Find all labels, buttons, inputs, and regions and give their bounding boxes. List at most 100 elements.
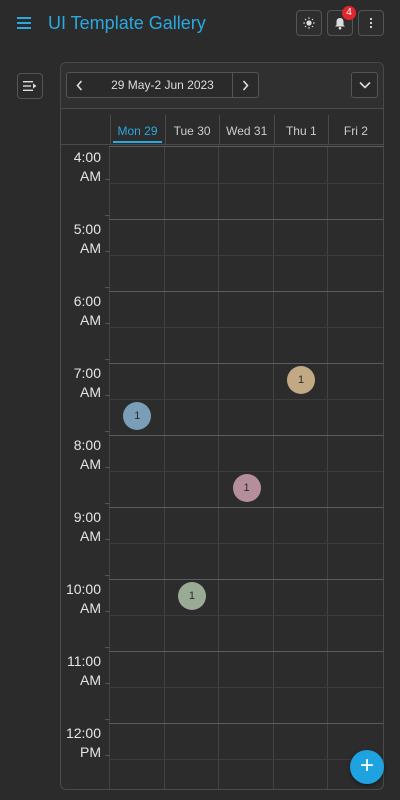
list-arrow-icon: [23, 81, 37, 91]
chevron-left-icon: [76, 79, 83, 91]
time-label-hour: 9:00: [73, 509, 101, 525]
time-label-period: AM: [80, 384, 101, 400]
time-tick: [105, 359, 110, 360]
more-options-button[interactable]: [358, 10, 384, 36]
time-slot-line: [109, 219, 383, 220]
appointment-count-badge[interactable]: 1: [123, 402, 152, 430]
appointment-count-badge[interactable]: 1: [177, 582, 206, 610]
time-slot-line: [109, 255, 383, 256]
time-label-period: AM: [80, 456, 101, 472]
time-slot-line: [109, 435, 383, 436]
time-label: 5:00 AM: [61, 220, 101, 258]
day-header-1[interactable]: Tue 30: [164, 115, 219, 145]
previous-week-button[interactable]: [66, 72, 93, 98]
time-label-hour: 7:00: [73, 365, 101, 381]
time-label-hour: 11:00: [67, 653, 101, 669]
time-tick: [105, 611, 110, 612]
day-column-divider: [163, 146, 165, 789]
time-label-hour: 12:00: [65, 725, 101, 741]
time-label-hour: 4:00: [73, 149, 101, 165]
app-title: UI Template Gallery: [48, 13, 206, 33]
day-column-divider: [218, 146, 220, 789]
time-tick: [105, 539, 110, 540]
day-header-4[interactable]: Fri 2: [328, 115, 382, 145]
menu-button[interactable]: [12, 11, 36, 35]
time-slot-line: [109, 183, 383, 184]
time-label: 7:00 AM: [61, 364, 101, 402]
time-label: 8:00 AM: [61, 436, 101, 474]
day-header-2[interactable]: Wed 31: [219, 115, 273, 145]
time-tick: [105, 215, 110, 216]
time-tick: [105, 395, 110, 396]
time-label-hour: 6:00: [73, 293, 101, 309]
sidebar-toggle-button[interactable]: [17, 73, 43, 99]
time-label-period: AM: [80, 240, 101, 256]
more-vertical-icon: [369, 17, 373, 29]
time-slot-line: [109, 579, 383, 580]
date-range-button[interactable]: 29 May-2 Jun 2023: [92, 72, 233, 98]
time-slot-line: [109, 687, 383, 688]
time-label: 10:00 AM: [61, 580, 101, 618]
time-slot-line: [109, 146, 383, 147]
time-tick: [105, 647, 110, 648]
app-bar: UI Template Gallery 4: [0, 0, 400, 46]
time-tick: [105, 287, 110, 288]
notifications-button[interactable]: 4: [327, 6, 356, 36]
scheduler: 29 May-2 Jun 2023 Mon 29 Tue 30 Wed 31 Thu …: [60, 62, 384, 790]
add-appointment-button[interactable]: +: [350, 750, 384, 784]
chevron-down-icon: [358, 81, 371, 89]
time-slot-line: [109, 723, 383, 724]
day-headers: Mon 29 Tue 30 Wed 31 Thu 1 Fri 2: [61, 109, 383, 145]
time-label: 11:00 AM: [61, 652, 101, 690]
time-grid: 4:00 AM 5:00 AM 6:00 AM 7:00 AM 8:00 AM 9:00 AM 10:0…: [61, 146, 383, 789]
appointment-count-badge[interactable]: 1: [232, 474, 261, 502]
chevron-right-icon: [242, 79, 249, 91]
time-tick: [105, 467, 110, 468]
day-column-divider: [109, 146, 110, 789]
bell-icon: [335, 17, 345, 29]
time-slot-line: [109, 615, 383, 616]
day-column-divider: [327, 146, 329, 789]
time-slot-line: [109, 759, 383, 760]
time-tick: [105, 179, 110, 180]
day-column-divider: [272, 146, 274, 789]
time-label: 6:00 AM: [61, 292, 101, 330]
time-slot-line: [109, 543, 383, 544]
time-label-period: PM: [80, 744, 101, 760]
time-label-period: AM: [80, 672, 101, 688]
time-label-period: AM: [80, 600, 101, 616]
notification-badge: 4: [342, 6, 356, 20]
time-label-period: AM: [80, 168, 101, 184]
time-slot-line: [109, 651, 383, 652]
time-label-hour: 10:00: [65, 581, 101, 597]
time-label-period: AM: [80, 528, 101, 544]
time-slot-line: [109, 327, 383, 328]
scheduler-toolbar: 29 May-2 Jun 2023: [61, 63, 383, 109]
time-label-period: AM: [80, 312, 101, 328]
sun-icon: [303, 17, 315, 29]
time-slot-line: [109, 363, 383, 364]
time-tick: [105, 719, 110, 720]
time-label-hour: 5:00: [73, 221, 101, 237]
time-label: 4:00 AM: [61, 148, 101, 186]
time-tick: [105, 683, 110, 684]
view-switcher-button[interactable]: [351, 72, 378, 98]
time-tick: [105, 431, 110, 432]
time-tick: [105, 755, 110, 756]
day-header-0[interactable]: Mon 29: [110, 115, 164, 145]
time-tick: [105, 503, 110, 504]
time-tick: [105, 251, 110, 252]
theme-toggle-button[interactable]: [296, 10, 322, 36]
day-header-3[interactable]: Thu 1: [273, 115, 328, 145]
time-label: 12:00 PM: [61, 724, 101, 762]
time-tick: [105, 575, 110, 576]
hamburger-icon: [17, 17, 31, 29]
time-tick: [105, 323, 110, 324]
time-slot-line: [109, 507, 383, 508]
time-slot-line: [109, 471, 383, 472]
time-label-hour: 8:00: [73, 437, 101, 453]
next-week-button[interactable]: [232, 72, 259, 98]
appointment-count-badge[interactable]: 1: [287, 366, 316, 394]
time-label: 9:00 AM: [61, 508, 101, 546]
time-slot-line: [109, 399, 383, 400]
